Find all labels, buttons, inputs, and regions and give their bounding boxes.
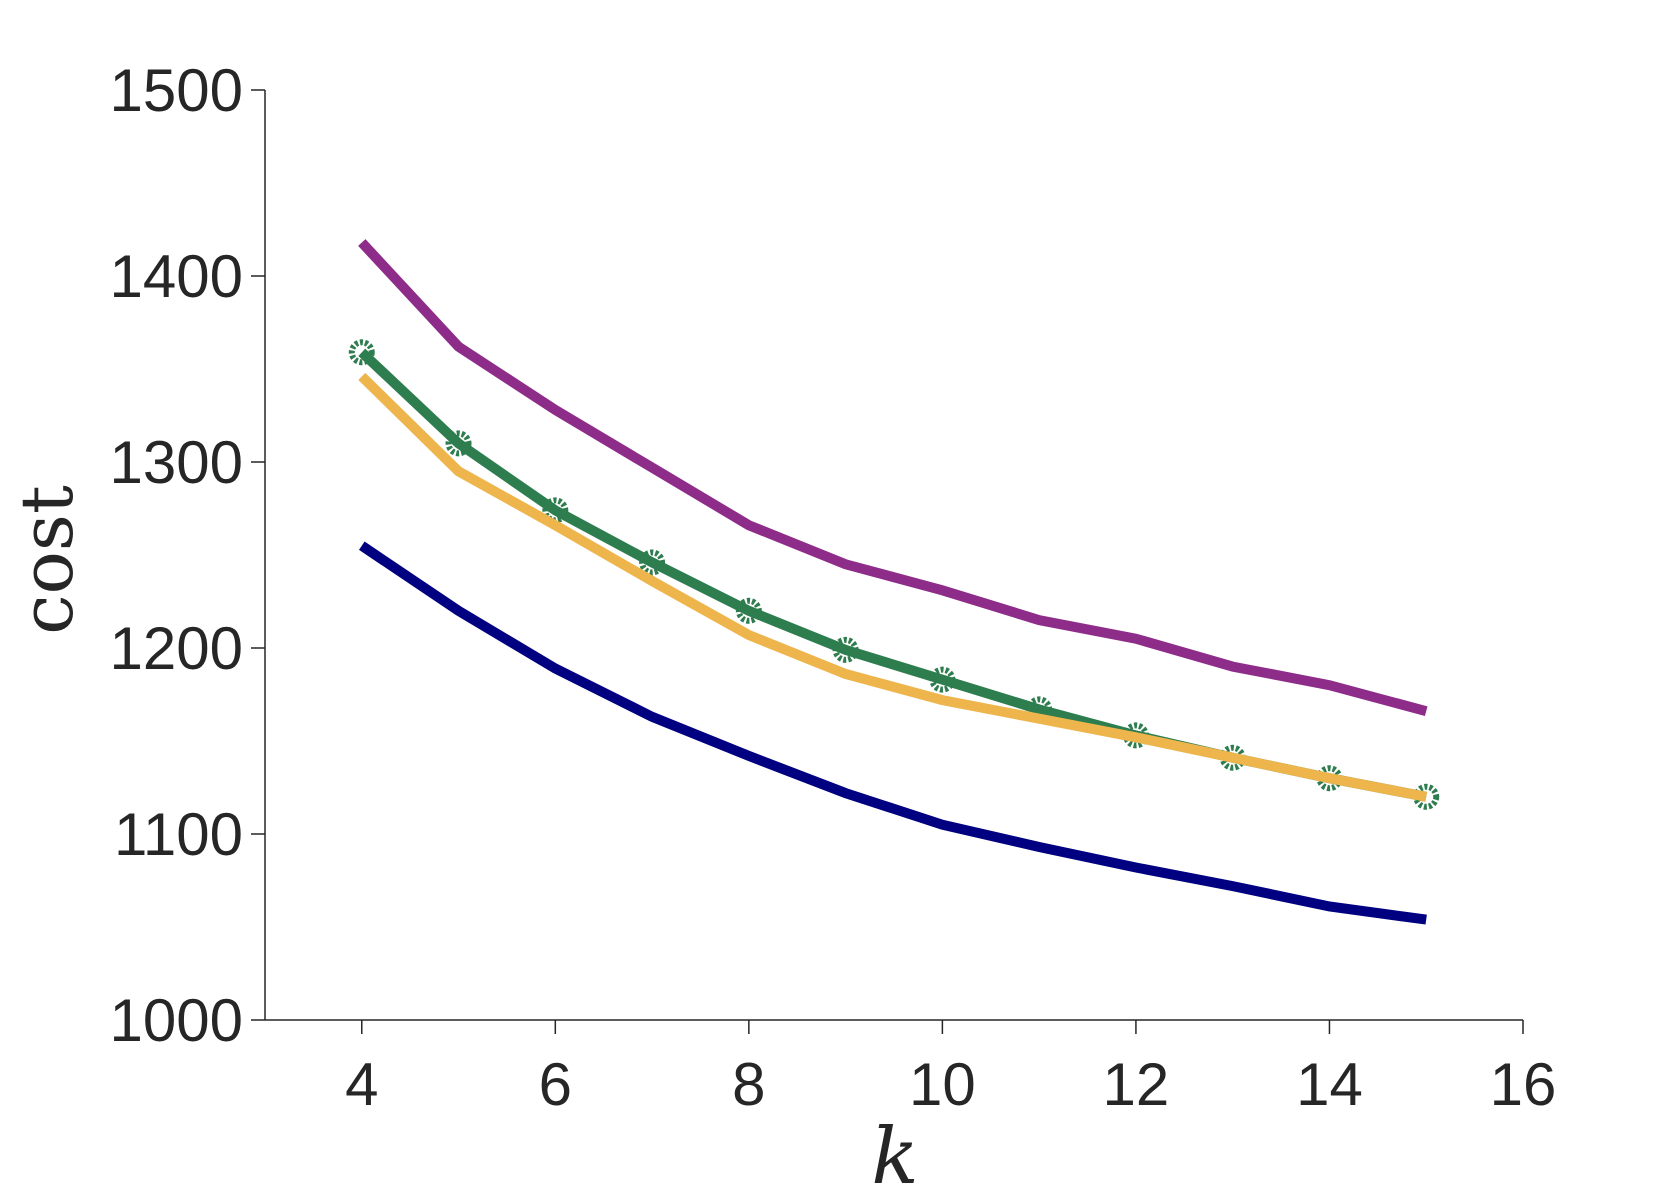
y-tick-label: 1500: [110, 57, 243, 124]
y-tick-label: 1400: [110, 243, 243, 310]
y-tick-label: 1300: [110, 429, 243, 496]
y-axis-label: cost: [5, 485, 89, 635]
series-3: [358, 372, 1428, 802]
x-axis-label: k: [871, 1112, 918, 1202]
series-layer: [348, 239, 1440, 925]
x-tick-label: 8: [732, 1051, 765, 1118]
x-tick-label: 4: [345, 1051, 378, 1118]
series-line: [359, 541, 1427, 925]
data-point: [735, 597, 762, 624]
data-point: [445, 430, 472, 457]
axes: 1000 1100 1200 1300 1400 1500 4 6 8 10 12 14 16: [110, 57, 1557, 1118]
y-tick-label: 1100: [114, 801, 243, 868]
y-tick-label: 1200: [110, 615, 243, 682]
data-point: [639, 549, 666, 576]
x-tick-label: 12: [1103, 1051, 1170, 1118]
series-line: [358, 372, 1428, 802]
data-point: [348, 339, 375, 366]
x-tick-label: 16: [1490, 1051, 1557, 1118]
series-line: [358, 239, 1428, 717]
y-tick-label: 1000: [110, 987, 243, 1054]
x-tick-label: 6: [539, 1051, 572, 1118]
series-1: [358, 239, 1428, 717]
x-tick-label: 14: [1296, 1051, 1363, 1118]
data-point: [832, 636, 859, 663]
axis-labels: cost k: [5, 485, 919, 1202]
data-point: [929, 666, 956, 693]
series-4: [359, 541, 1427, 925]
x-tick-label: 10: [909, 1051, 976, 1118]
